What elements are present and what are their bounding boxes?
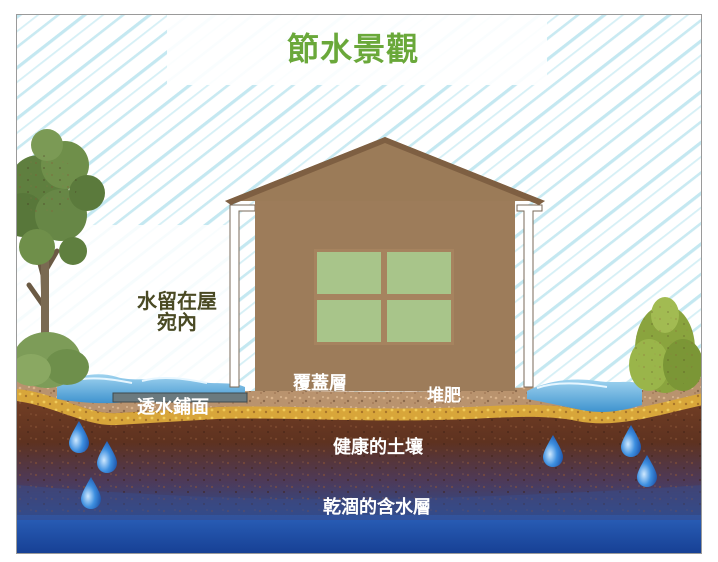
tree-left [17,129,105,375]
diagram-frame: 節水景觀 水留在屋宛內 透水鋪面 覆蓋層 堆肥 健康的土壤 乾涸的含水層 [16,14,702,554]
mulch-layer [17,375,701,414]
house-roof [225,137,545,201]
water-drop-icon [543,435,563,467]
water-drop-icon [637,455,657,487]
diagram-title: 節水景觀 [287,30,420,68]
label-healthy-soil: 健康的土壤 [333,437,423,458]
shrub-left [17,332,89,388]
label-permeable-paving: 透水鋪面 [137,397,209,418]
water-drop-icon [69,421,89,453]
house [225,137,545,391]
water-drop-icon [621,425,641,457]
shrub-right [629,297,701,393]
water-pool-right [527,379,642,412]
label-dry-aquifer: 乾涸的含水層 [323,497,431,518]
permeable-paving [112,392,248,403]
aquifer-layer [17,515,701,553]
label-mulch-layer: 覆蓋層 [293,373,347,394]
house-window [314,249,454,345]
scene-illustration [17,15,701,553]
compost-layer [17,387,701,426]
water-drops [69,421,657,509]
water-drop-icon [97,441,117,473]
water-drop-icon [81,477,101,509]
label-roof-water: 水留在屋宛內 [137,289,217,334]
label-compost: 堆肥 [427,386,461,406]
